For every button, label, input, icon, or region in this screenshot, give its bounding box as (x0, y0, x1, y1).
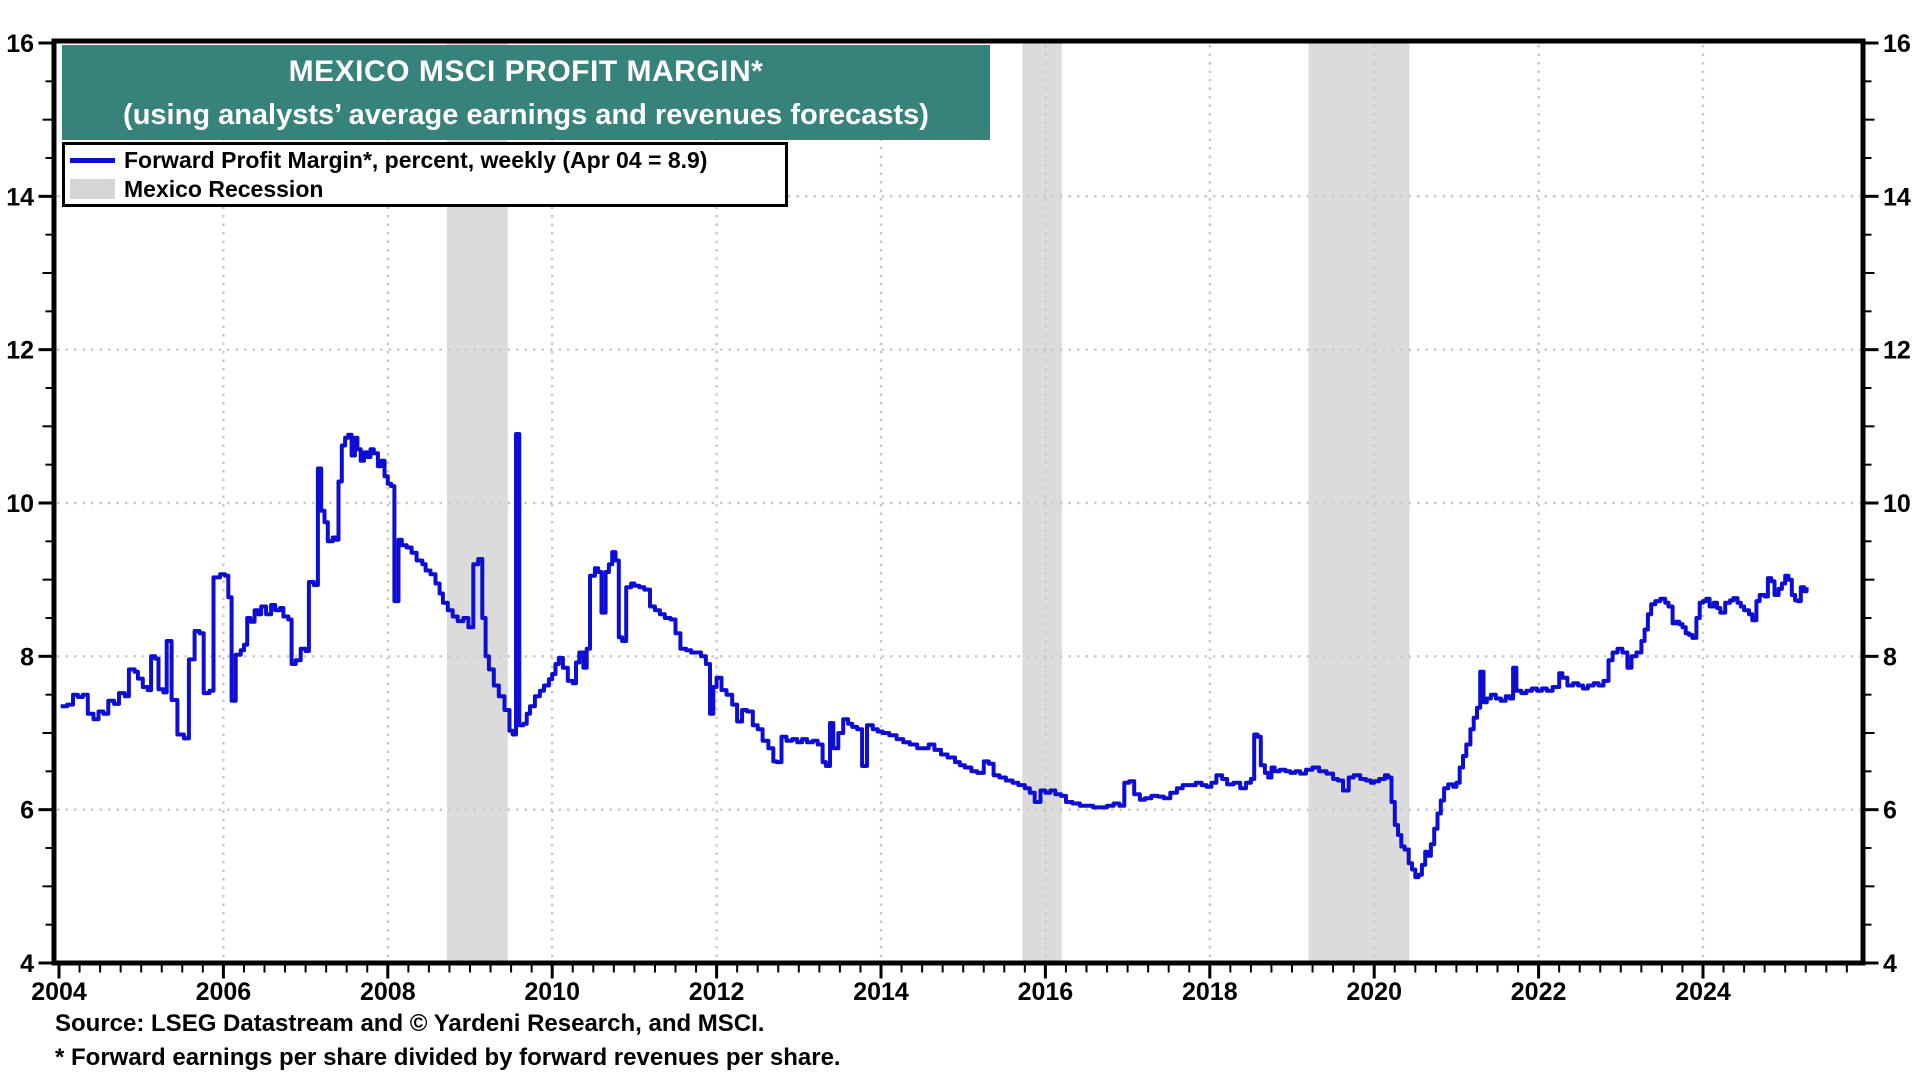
x-axis-label: 2010 (524, 978, 580, 1006)
series-legend-label: Forward Profit Margin*, percent, weekly … (124, 146, 708, 173)
y-axis-label-left: 4 (20, 950, 34, 978)
x-axis-label: 2006 (196, 978, 252, 1006)
legend-row-series: Forward Profit Margin*, percent, weekly … (70, 146, 785, 175)
y-axis-label-left: 16 (6, 30, 34, 58)
y-axis-label-left: 12 (6, 337, 34, 365)
profit-margin-line (60, 432, 1809, 880)
y-axis-label-left: 14 (6, 183, 34, 211)
plot-frame (51, 38, 1866, 966)
x-axis-label: 2012 (689, 978, 745, 1006)
recession-band (1022, 43, 1062, 963)
y-axis-label-left: 6 (20, 797, 34, 825)
x-axis-label: 2014 (853, 978, 909, 1006)
x-axis-label: 2022 (1511, 978, 1567, 1006)
y-axis-label-right: 10 (1883, 490, 1911, 518)
chart-title: MEXICO MSCI PROFIT MARGIN* (288, 54, 764, 88)
recession-legend-label: Mexico Recession (124, 175, 324, 202)
recession-swatch (70, 179, 115, 199)
y-axis-label-right: 4 (1883, 950, 1897, 978)
x-axis-label: 2016 (1018, 978, 1074, 1006)
y-axis-label-right: 12 (1883, 337, 1911, 365)
series-line-swatch (70, 157, 115, 163)
y-axis-label-right: 6 (1883, 797, 1897, 825)
x-axis-label: 2018 (1182, 978, 1238, 1006)
x-axis-label: 2008 (360, 978, 416, 1006)
y-axis-label-left: 10 (6, 490, 34, 518)
y-axis-label-left: 8 (20, 643, 34, 671)
x-axis-label: 2004 (31, 978, 87, 1006)
y-axis-label-right: 16 (1883, 30, 1911, 58)
x-axis-label: 2020 (1346, 978, 1402, 1006)
source-text: Source: LSEG Datastream and © Yardeni Re… (55, 1010, 765, 1037)
chart-subtitle: (using analysts’ average earnings and re… (123, 98, 929, 131)
y-axis-label-right: 14 (1883, 183, 1911, 211)
y-axis-label-right: 8 (1883, 643, 1897, 671)
legend-row-recession: Mexico Recession (70, 175, 785, 204)
footnote-text: * Forward earnings per share divided by … (55, 1044, 841, 1071)
legend: Forward Profit Margin*, percent, weekly … (62, 142, 788, 207)
x-axis-label: 2024 (1675, 978, 1731, 1006)
chart-title-box: MEXICO MSCI PROFIT MARGIN* (using analys… (62, 45, 990, 140)
